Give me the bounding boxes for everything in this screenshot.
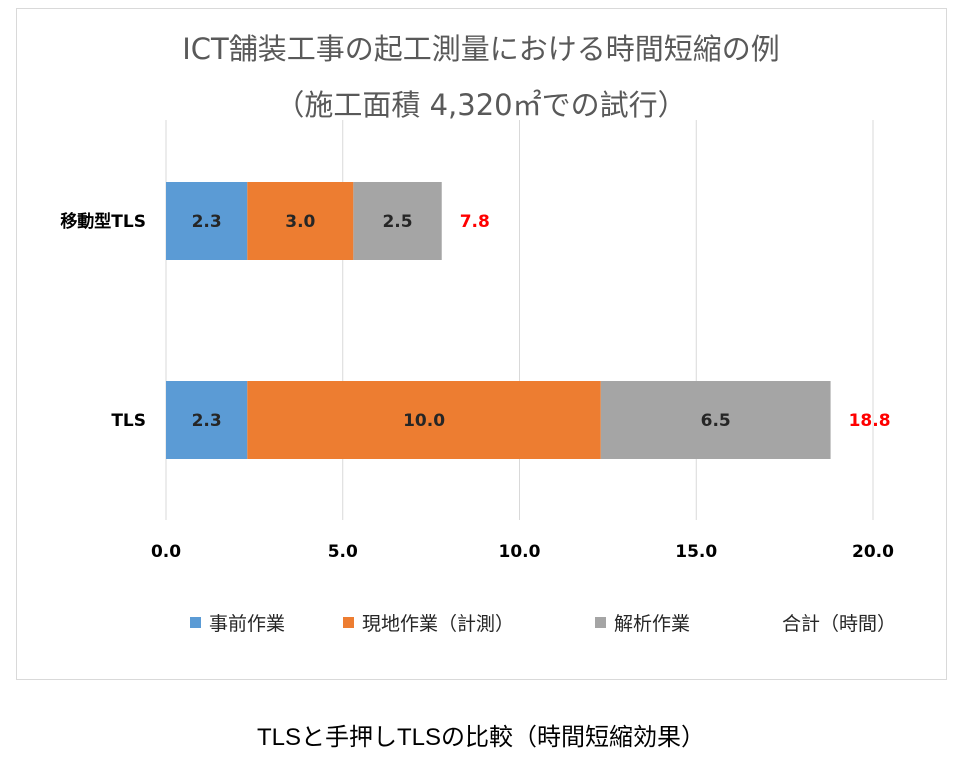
legend-item-total: 合計（時間） [782,609,896,639]
legend-item-analysis: 解析作業 [595,609,690,639]
x-tick-label-3: 15.0 [675,542,717,562]
bar-label-1-2: 6.5 [701,411,731,431]
bar-label-1-1: 10.0 [403,411,445,431]
x-tick-label-4: 20.0 [852,542,894,562]
x-tick-label-1: 5.0 [328,542,358,562]
bar-0-0 [166,182,248,260]
legend-item-prework: 事前作業 [190,609,285,639]
bar-1-0 [166,381,248,459]
bar-0-1 [247,182,354,260]
bar-label-1-0: 2.3 [192,411,222,431]
x-tick-label-2: 10.0 [499,542,541,562]
total-label-1: 18.8 [849,411,891,431]
bar-label-0-1: 3.0 [285,212,315,232]
legend-label-prework: 事前作業 [209,613,286,635]
legend-swatch-prework [190,617,201,628]
legend-item-fieldwork: 現地作業（計測） [343,609,514,639]
bar-1-2 [600,381,831,459]
bar-label-0-0: 2.3 [192,212,222,232]
chart-frame [16,8,947,680]
bar-0-2 [353,182,442,260]
chart-title: ICT舗装工事の起工測量における時間短縮の例 [182,32,780,66]
legend-label-fieldwork: 現地作業（計測） [362,613,515,635]
bar-1-1 [247,381,601,459]
total-label-0: 7.8 [460,212,490,232]
legend-swatch-analysis [595,617,606,628]
figure-caption: TLSと手押しTLSの比較（時間短縮効果） [256,724,706,751]
y-category-label-1: TLS [111,411,146,431]
chart-subtitle: （施工面積 4,320㎡での試行） [275,88,687,122]
legend: 事前作業 現地作業（計測） 解析作業 合計（時間） [180,609,940,639]
legend-label-total: 合計（時間） [782,613,897,635]
x-tick-label-0: 0.0 [151,542,181,562]
legend-label-analysis: 解析作業 [614,613,691,635]
y-category-label-0: 移動型TLS [60,211,146,232]
bar-label-0-2: 2.5 [382,212,412,232]
legend-swatch-fieldwork [343,617,354,628]
